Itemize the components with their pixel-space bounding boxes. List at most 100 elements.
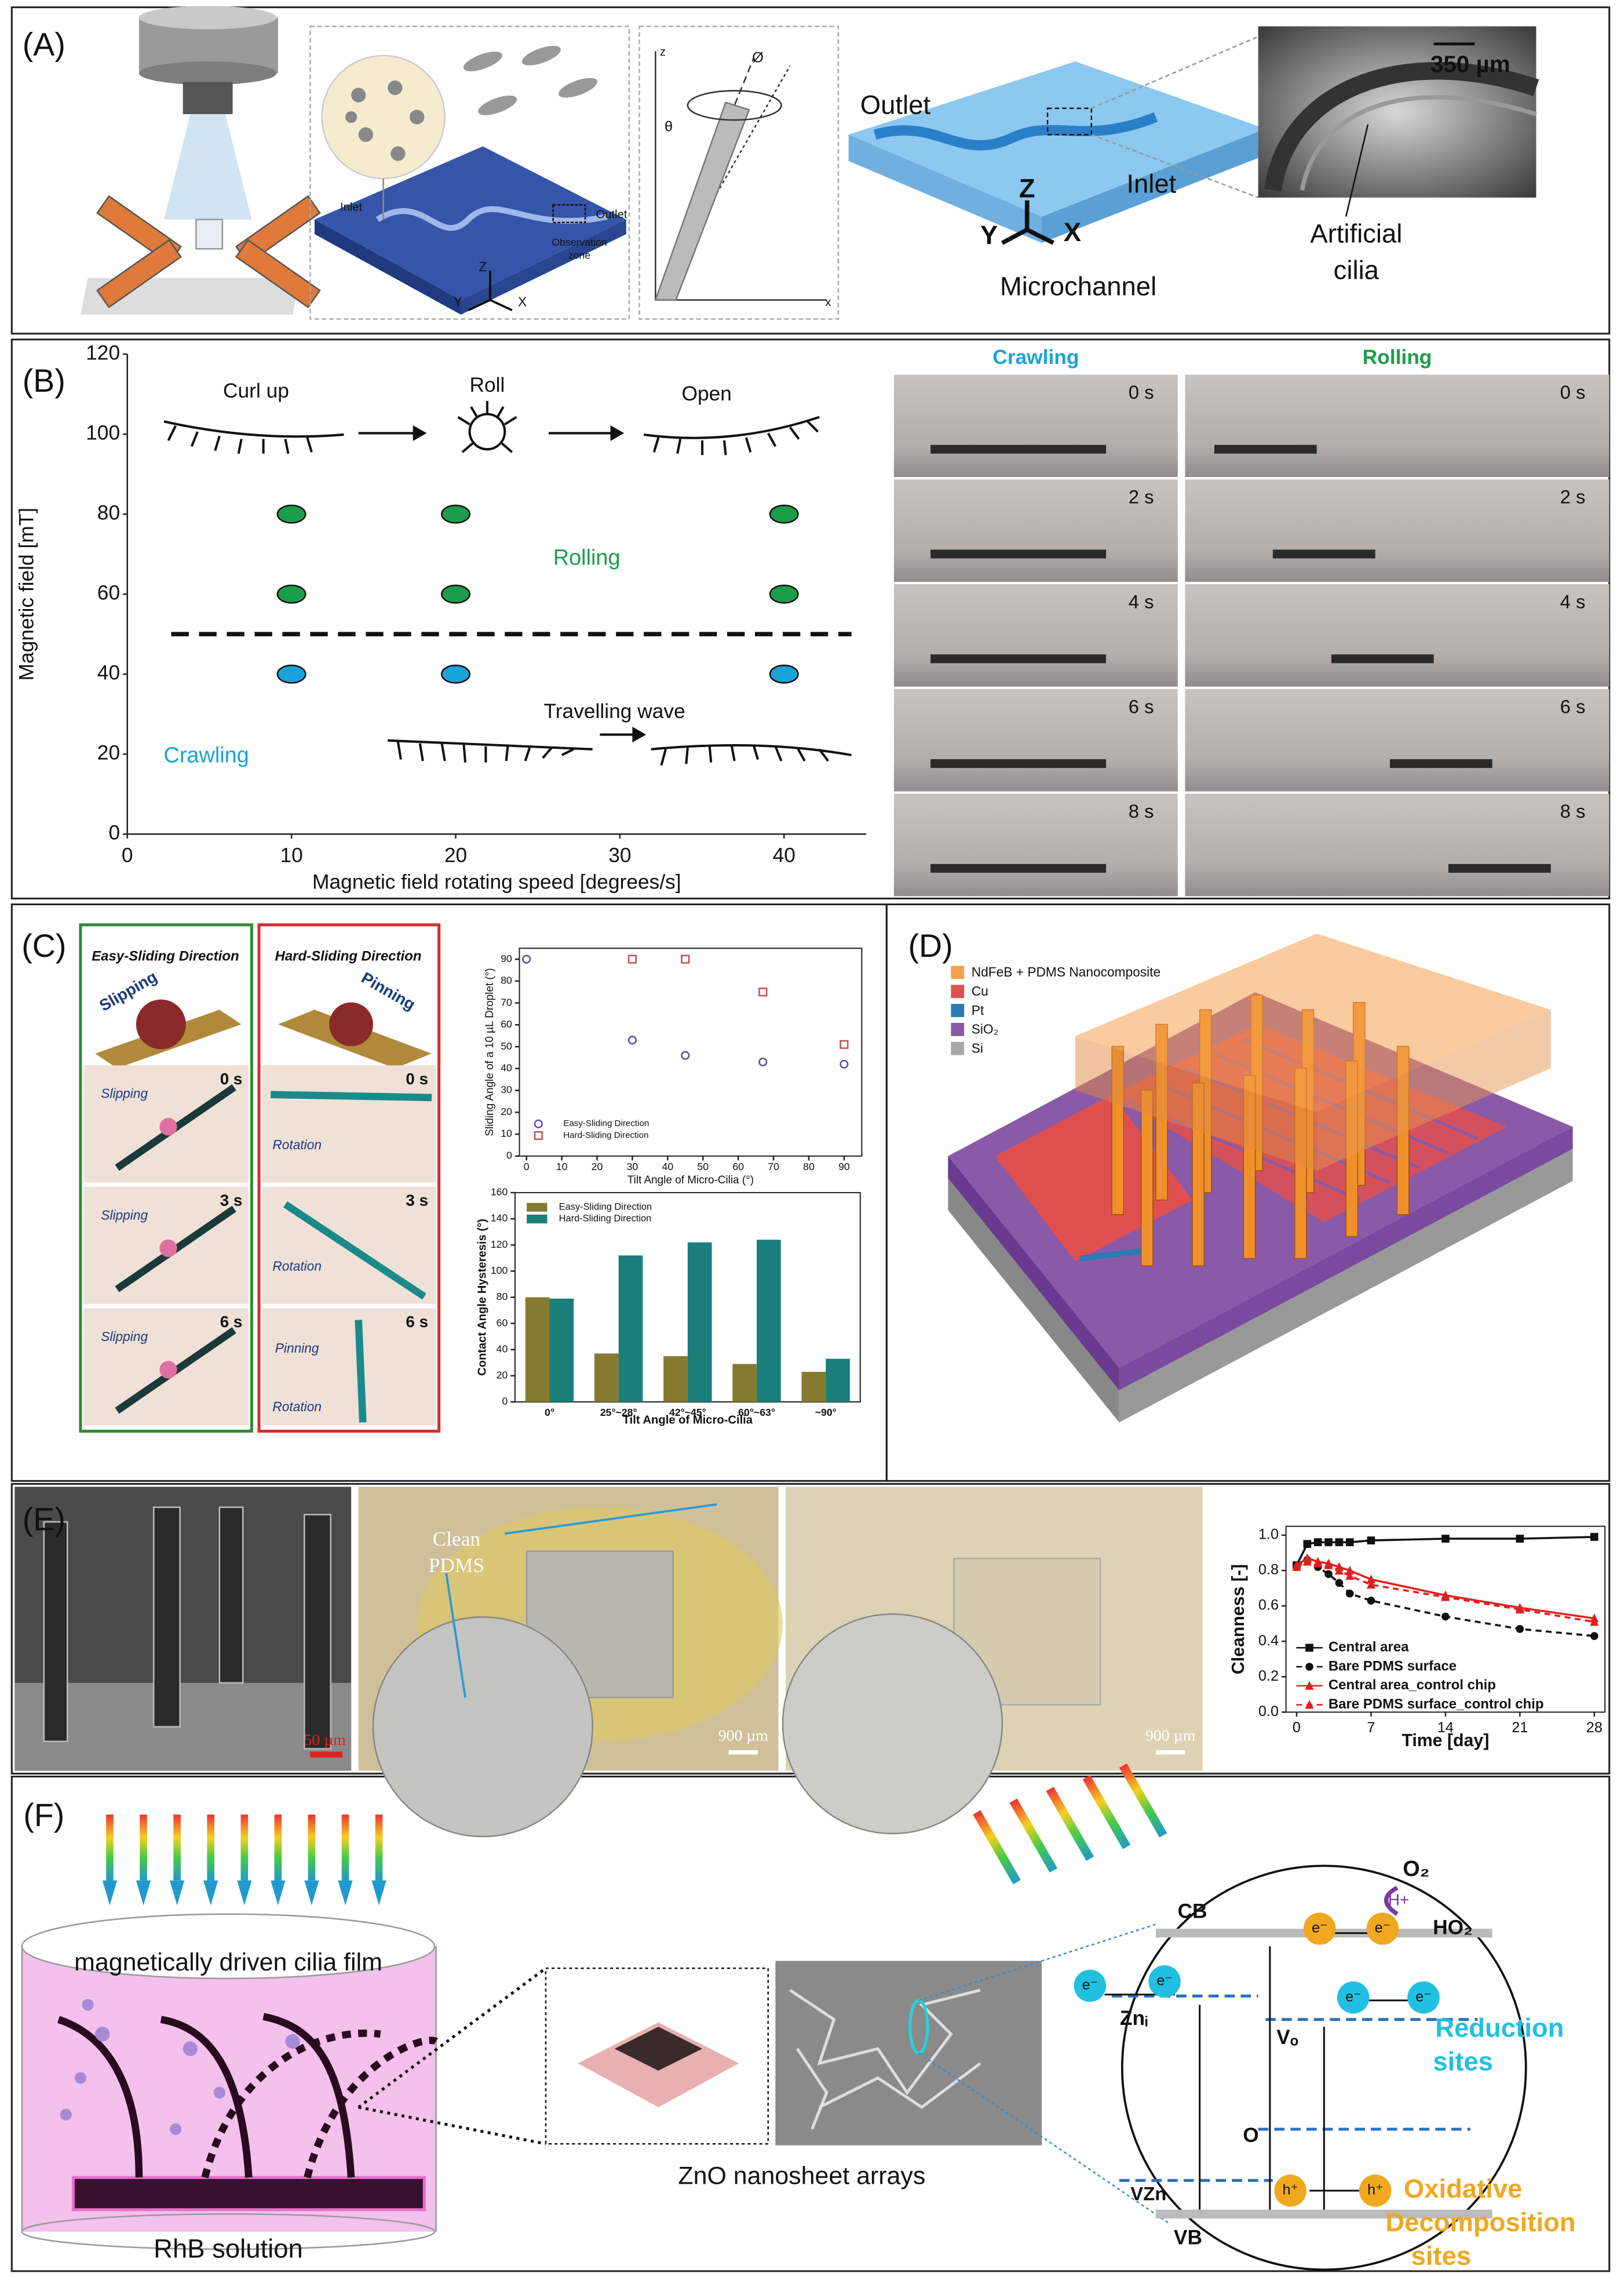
x-tick-label: ~90° [815,1407,837,1418]
dye [285,2034,300,2049]
y-tick-label: 20 [97,742,120,764]
magnet [235,239,321,308]
x-tick-label: 0 [1293,1719,1301,1736]
cilium-motion [304,2036,438,2178]
y-tick-label: 40 [501,1062,512,1074]
y-axis-label: Cleanness [-] [1229,1564,1248,1674]
hole [1359,2174,1392,2207]
marker [534,1131,543,1141]
objective [183,82,233,114]
cell [345,111,357,123]
light-ray-head [338,1880,353,1906]
label: 2 s [1560,486,1586,508]
legend-swatch [951,966,965,979]
legend-label: Si [972,1040,983,1055]
x-tick-label: 40 [662,1161,674,1172]
label: Rolling [553,546,621,570]
label: Slipping [101,1329,148,1344]
legend-swatch [527,1203,548,1212]
specimen [930,759,1107,768]
y-tick-label: 60 [97,582,120,604]
x-tick-label: 30 [608,844,631,867]
axis-arrow [1026,228,1054,245]
label: X [1064,217,1081,247]
x-tick-label: 42°~45° [669,1407,706,1418]
label: e⁻ [1082,1977,1098,1993]
label: magnetically driven cilia film [74,1948,382,1976]
chip-3d-side [848,134,1042,243]
hard-frame [257,923,441,1433]
cilia-array [525,1550,674,1699]
marker [1324,1570,1333,1578]
x-tick-label: 0 [524,1161,530,1172]
hole [1274,2174,1307,2207]
y-tick-label: 40 [97,662,120,684]
marker [1303,1540,1312,1549]
y-tick-label: 1.0 [1258,1526,1279,1543]
y-tick-label: 100 [86,421,120,444]
electron [1407,1981,1440,2014]
rotation [687,90,782,121]
label: z [660,46,666,59]
legend-label: Easy-Sliding Direction [563,1119,649,1128]
label: X [518,294,527,309]
legend-label: Central area [1329,1640,1409,1655]
droplet [329,1002,373,1047]
marker [681,1051,690,1060]
label: Y [454,294,462,309]
label: e⁻ [1375,1920,1391,1936]
arrow-head [610,425,625,442]
label: Hard-Sliding Direction [275,949,422,964]
label: 4 s [1129,591,1154,613]
x-tick-label: 10 [556,1161,568,1172]
sheet [388,739,593,751]
label: Open [681,382,731,405]
specimen [1448,864,1551,873]
panel-f-art [21,1864,1527,2271]
bar [826,1358,850,1402]
light-ray [375,1815,383,1881]
specimen [1272,549,1375,559]
light-ray-head [102,1880,118,1906]
microscope-bottom [138,61,277,85]
dye [183,2041,198,2056]
marker [1441,1612,1450,1621]
label: Reduction [1435,2013,1564,2042]
marker [769,504,799,524]
y-tick-label: 20 [501,1106,512,1117]
light-ray-head [371,1880,386,1906]
axis-arrow [468,298,491,312]
marker [1516,1624,1524,1633]
legend-label: Hard-Sliding Direction [563,1130,648,1140]
legend-label: Central area_control chip [1329,1677,1496,1693]
marker [769,664,799,684]
frame-d [885,903,1611,1482]
label: Rotation [272,1259,322,1274]
bar [525,1297,550,1402]
marker [627,1036,637,1045]
zoom-line [1091,134,1259,199]
y-tick-label: 90 [501,953,512,964]
label: Rotation [272,1137,322,1152]
specimen [930,445,1107,454]
fish [478,95,517,115]
marker [769,584,799,604]
bar [663,1356,688,1402]
y-tick-label: 0 [108,822,120,844]
label: e⁻ [1156,1973,1172,1989]
x-tick-label: 14 [1437,1719,1454,1736]
light-ray [106,1815,114,1881]
pillar [1140,1090,1154,1266]
marker [1366,1580,1376,1589]
y-tick-label: 0 [502,1396,508,1407]
light-ray [140,1815,147,1881]
marker [1590,1617,1599,1626]
magnet [96,239,182,308]
photo [893,479,1178,582]
marker [276,584,306,604]
legend-label: Bare PDMS surface [1329,1658,1457,1674]
photo [262,1065,436,1183]
y-tick-label: 0.8 [1258,1562,1279,1578]
x-tick-label: 50 [697,1161,709,1172]
